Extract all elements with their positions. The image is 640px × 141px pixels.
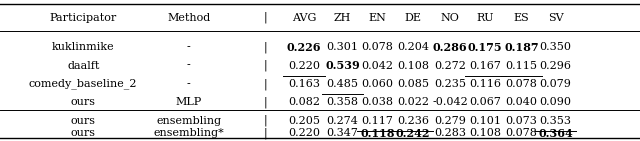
- Text: 0.283: 0.283: [434, 128, 466, 138]
- Text: 0.101: 0.101: [469, 116, 501, 125]
- Text: 0.226: 0.226: [287, 42, 321, 53]
- Text: 0.364: 0.364: [538, 128, 573, 139]
- Text: 0.274: 0.274: [326, 116, 358, 125]
- Text: 0.296: 0.296: [540, 61, 572, 70]
- Text: 0.236: 0.236: [397, 116, 429, 125]
- Text: 0.204: 0.204: [397, 42, 429, 52]
- Text: 0.163: 0.163: [288, 79, 320, 89]
- Text: 0.078: 0.078: [506, 79, 538, 89]
- Text: MLP: MLP: [175, 97, 202, 107]
- Text: 0.060: 0.060: [362, 79, 394, 89]
- Text: 0.279: 0.279: [434, 116, 466, 125]
- Text: 0.040: 0.040: [506, 97, 538, 107]
- Text: 0.187: 0.187: [504, 42, 539, 53]
- Text: 0.205: 0.205: [288, 116, 320, 125]
- Text: 0.350: 0.350: [540, 42, 572, 52]
- Text: 0.235: 0.235: [434, 79, 466, 89]
- Text: |: |: [264, 127, 268, 139]
- Text: 0.090: 0.090: [540, 97, 572, 107]
- Text: Method: Method: [167, 13, 211, 23]
- Text: NO: NO: [440, 13, 460, 23]
- Text: |: |: [264, 115, 268, 126]
- Text: 0.167: 0.167: [469, 61, 501, 70]
- Text: 0.067: 0.067: [469, 97, 501, 107]
- Text: kuklinmike: kuklinmike: [52, 42, 115, 52]
- Text: 0.108: 0.108: [397, 61, 429, 70]
- Text: ours: ours: [70, 116, 96, 125]
- Text: 0.078: 0.078: [506, 128, 538, 138]
- Text: daalft: daalft: [67, 61, 99, 70]
- Text: 0.085: 0.085: [397, 79, 429, 89]
- Text: |: |: [264, 78, 268, 90]
- Text: ES: ES: [514, 13, 529, 23]
- Text: 0.301: 0.301: [326, 42, 358, 52]
- Text: -: -: [187, 79, 191, 89]
- Text: 0.082: 0.082: [288, 97, 320, 107]
- Text: 0.038: 0.038: [362, 97, 394, 107]
- Text: 0.115: 0.115: [506, 61, 538, 70]
- Text: 0.108: 0.108: [469, 128, 501, 138]
- Text: 0.042: 0.042: [362, 61, 394, 70]
- Text: 0.353: 0.353: [540, 116, 572, 125]
- Text: |: |: [264, 12, 268, 23]
- Text: ZH: ZH: [333, 13, 351, 23]
- Text: 0.073: 0.073: [506, 116, 538, 125]
- Text: 0.116: 0.116: [469, 79, 501, 89]
- Text: |: |: [264, 96, 268, 108]
- Text: 0.220: 0.220: [288, 128, 320, 138]
- Text: ours: ours: [70, 128, 96, 138]
- Text: 0.539: 0.539: [325, 60, 360, 71]
- Text: 0.175: 0.175: [468, 42, 502, 53]
- Text: 0.485: 0.485: [326, 79, 358, 89]
- Text: 0.118: 0.118: [360, 128, 395, 139]
- Text: 0.078: 0.078: [362, 42, 394, 52]
- Text: -0.042: -0.042: [432, 97, 468, 107]
- Text: 0.242: 0.242: [396, 128, 430, 139]
- Text: ours: ours: [70, 97, 96, 107]
- Text: 0.272: 0.272: [434, 61, 466, 70]
- Text: SV: SV: [548, 13, 563, 23]
- Text: 0.347: 0.347: [326, 128, 358, 138]
- Text: 0.117: 0.117: [362, 116, 394, 125]
- Text: 0.358: 0.358: [326, 97, 358, 107]
- Text: 0.220: 0.220: [288, 61, 320, 70]
- Text: 0.022: 0.022: [397, 97, 429, 107]
- Text: RU: RU: [476, 13, 494, 23]
- Text: DE: DE: [404, 13, 421, 23]
- Text: Participator: Participator: [49, 13, 117, 23]
- Text: -: -: [187, 61, 191, 70]
- Text: 0.286: 0.286: [433, 42, 467, 53]
- Text: comedy_baseline_2: comedy_baseline_2: [29, 79, 138, 89]
- Text: -: -: [187, 42, 191, 52]
- Text: |: |: [264, 41, 268, 53]
- Text: ensembling: ensembling: [156, 116, 221, 125]
- Text: 0.079: 0.079: [540, 79, 572, 89]
- Text: EN: EN: [369, 13, 387, 23]
- Text: AVG: AVG: [292, 13, 316, 23]
- Text: |: |: [264, 60, 268, 71]
- Text: ensembling*: ensembling*: [154, 128, 224, 138]
